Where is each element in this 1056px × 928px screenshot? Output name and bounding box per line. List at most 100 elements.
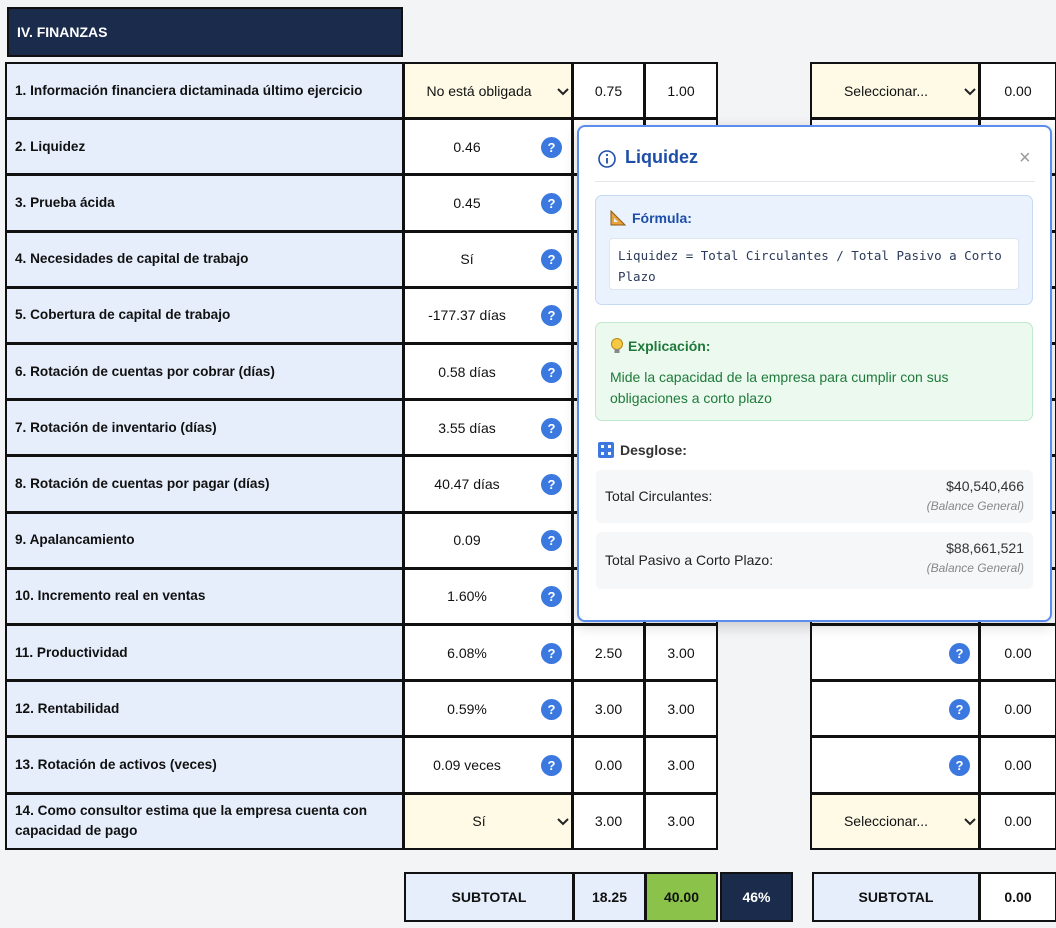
value: 0.58 días [438,363,496,380]
row-label: 8. Rotación de cuentas por pagar (días) [5,455,404,513]
value-cell: 0.59%? [403,680,573,738]
close-button[interactable]: × [1019,147,1031,169]
value-cell: Sí? [403,230,573,288]
breakdown-item: Total Pasivo a Corto Plazo: $88,661,521 (B… [596,532,1033,589]
value: 0.09 [453,532,481,549]
help-icon[interactable]: ? [949,642,970,664]
value: -177.37 días [428,307,506,324]
subtotal-right-value: 0.00 [979,872,1056,922]
subtotal-percent: 46% [720,872,793,922]
row-label: 10. Incremento real en ventas [5,567,404,625]
help-icon[interactable]: ? [541,249,562,271]
max-score: 3.00 [644,792,718,850]
value-cell: -177.37 días? [403,286,573,344]
value-cell: 3.55 días? [403,399,573,457]
section-header: IV. FINANZAS [7,7,403,57]
help-icon[interactable]: ? [541,136,562,158]
value: 3.55 días [438,419,496,436]
score: 3.00 [572,680,645,738]
right-cell: ? [810,736,980,794]
subtotal-score: 18.25 [573,872,646,922]
subtotal-right-label: SUBTOTAL [812,872,980,922]
score: 3.00 [572,792,645,850]
row-label: 13. Rotación de activos (veces) [5,736,404,794]
value: 6.08% [447,644,487,661]
chevron [557,818,569,826]
subtotal-label: SUBTOTAL [404,872,574,922]
explanation-text: Mide la capacidad de la empresa para cum… [610,369,949,406]
chevron [964,87,976,96]
max-score: 3.00 [644,736,718,794]
row-label: 12. Rentabilidad [5,680,404,738]
popup: Liquidez × Fórmula: Liquidez = Total Cir… [577,125,1052,622]
select[interactable]: Sí [403,792,573,850]
item-label: Total Pasivo a Corto Plazo: [605,551,774,568]
right-value: 0.00 [979,736,1056,794]
row-label: 3. Prueba ácida [5,174,404,232]
right-value: 0.00 [979,792,1056,850]
right-value: 0.00 [979,624,1056,682]
value-cell: 0.58 días? [403,343,573,401]
row-label: 9. Apalancamiento [5,511,404,569]
right-select[interactable]: Seleccionar... [810,792,980,850]
subtotal-max: 40.00 [645,872,718,922]
right-value: 0.00 [979,680,1056,738]
row-label: 5. Cobertura de capital de trabajo [5,286,404,344]
value: 40.47 días [434,475,500,492]
help-icon[interactable]: ? [541,642,562,664]
select-text: No está obligada [426,82,532,99]
select-text: Sí [472,813,486,830]
help-icon[interactable]: ? [541,698,562,720]
value-cell: 0.45? [403,174,573,232]
help-icon[interactable]: ? [541,417,562,439]
help-icon[interactable]: ? [541,305,562,327]
popup-title: Liquidez [625,147,698,167]
score: 0.00 [572,736,645,794]
item-label: Total Circulantes: [605,487,713,504]
row-label: 11. Productividad [5,624,404,682]
section-title: IV. FINANZAS [17,24,108,40]
value-cell: 1.60%? [403,567,573,625]
help-icon[interactable]: ? [949,698,970,720]
score: 2.50 [572,624,645,682]
explanation-box: Explicación: Mide la capacidad de la emp… [595,322,1033,421]
item-amount: $88,661,521 [946,540,1024,556]
formula-title: Fórmula: [632,210,692,226]
value: 0.09 veces [433,756,501,773]
explanation-title: Explicación: [628,338,711,354]
help-icon[interactable]: ? [541,530,562,552]
help-icon[interactable]: ? [541,754,562,776]
value-cell: 0.09? [403,511,573,569]
select-text: Seleccionar... [843,813,929,830]
info-icon [598,150,616,168]
row-label: 7. Rotación de inventario (días) [5,399,404,457]
formula-text: Liquidez = Total Circulantes / Total Pas… [609,238,1019,290]
max-score: 3.00 [644,624,718,682]
item-source: (Balance General) [926,499,1024,513]
chevron [964,818,976,826]
row-label: 14. Como consultor estima que la empresa… [5,792,404,850]
ruler-icon [610,210,626,226]
select[interactable]: No está obligada [403,62,573,120]
value-cell: 40.47 días? [403,455,573,513]
breakdown-item: Total Circulantes: $40,540,466 (Balance Ge… [596,470,1033,523]
help-icon[interactable]: ? [541,192,562,214]
max-score: 1.00 [644,62,718,120]
help-icon[interactable]: ? [949,754,970,776]
score: 0.75 [572,62,645,120]
right-cell: ? [810,624,980,682]
row-label: 4. Necesidades de capital de trabajo [5,230,404,288]
chevron [557,87,569,96]
help-icon[interactable]: ? [541,473,562,495]
value: 0.59% [447,700,487,717]
value: 0.45 [453,194,481,211]
help-icon[interactable]: ? [541,586,562,608]
formula-box: Fórmula: Liquidez = Total Circulantes / … [595,195,1033,305]
select-text: Seleccionar... [843,82,929,99]
divider [595,181,1035,182]
right-select[interactable]: Seleccionar... [810,62,980,120]
help-icon[interactable]: ? [541,361,562,383]
item-amount: $40,540,466 [946,478,1024,494]
breakdown-title: Desglose: [620,442,687,458]
right-cell: ? [810,680,980,738]
